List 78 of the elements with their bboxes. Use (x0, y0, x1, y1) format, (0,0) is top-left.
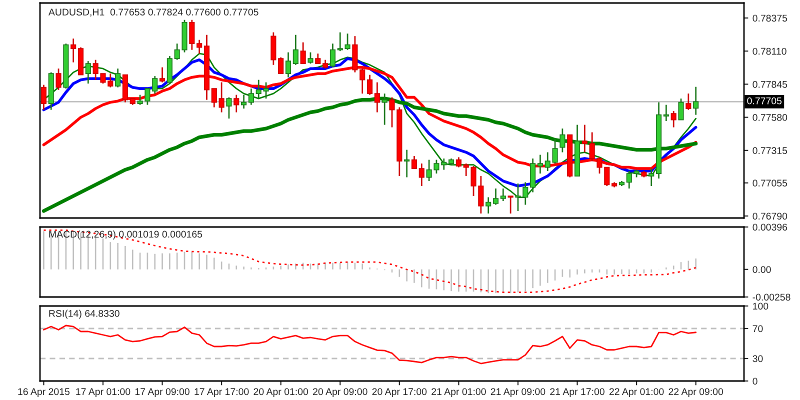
candlestick (686, 92, 692, 111)
line-series (43, 324, 697, 364)
candlestick (648, 168, 654, 187)
x-tick-label: 17 Apr 09:00 (135, 388, 190, 398)
y-tick-label: 0.77580 (752, 114, 788, 121)
candlestick (270, 32, 276, 66)
candlestick (196, 39, 202, 54)
candlestick (560, 128, 566, 153)
x-tick-label: 20 Apr 01:00 (254, 388, 308, 398)
candlestick (418, 162, 424, 187)
candlestick (40, 84, 46, 111)
candlestick (530, 158, 536, 193)
candlestick (70, 38, 76, 64)
candlestick (508, 195, 514, 214)
chart-title: RSI(14) 64.8330 (49, 310, 120, 319)
candlestick (241, 94, 247, 110)
candlestick (582, 124, 588, 153)
x-tick-label: 16 Apr 2015 (18, 388, 70, 398)
candlestick (278, 56, 284, 74)
candlestick (115, 68, 121, 88)
y-tick-label: 0.77055 (752, 180, 788, 187)
x-tick-label: 17 Apr 01:00 (76, 388, 130, 398)
y-tick-label: 0 (752, 378, 758, 385)
candlestick (248, 88, 254, 106)
y-tick-label: 0.78110 (752, 48, 786, 55)
line-series (43, 230, 697, 293)
candlestick (626, 170, 632, 190)
x-tick-label: 21 Apr 09:00 (490, 388, 546, 398)
candlestick (382, 92, 388, 126)
candlestick (404, 149, 410, 178)
candlestick (218, 82, 224, 114)
candlestick (226, 96, 232, 120)
candlestick (500, 188, 506, 202)
candlestick (486, 196, 492, 214)
candlestick (366, 74, 373, 96)
candlestick (492, 188, 499, 206)
candlestick (374, 82, 380, 114)
y-tick-label: 100 (753, 302, 768, 310)
y-tick-label: 0.00396 (752, 224, 788, 231)
candlestick (537, 154, 543, 174)
y-tick-label: 0.78375 (752, 14, 788, 22)
x-tick-label: 21 Apr 17:00 (550, 388, 604, 398)
x-tick-label: 20 Apr 17:00 (372, 388, 427, 398)
y-tick-label: 30 (752, 355, 763, 362)
chart-title: AUDUSD,H1 0.77653 0.77824 0.77600 0.77705 (48, 8, 258, 17)
x-tick-label: 17 Apr 17:00 (194, 388, 249, 398)
candlestick (166, 55, 172, 84)
ref-line-label: 0.77705 (747, 97, 782, 104)
candlestick (189, 19, 195, 51)
candlestick (308, 52, 314, 64)
y-tick-label: 0.77315 (752, 147, 788, 154)
x-tick-label: 21 Apr 01:00 (432, 388, 486, 398)
candlestick (670, 110, 676, 128)
candlestick (211, 88, 217, 108)
x-tick-label: 22 Apr 09:00 (668, 388, 724, 398)
x-tick-label: 20 Apr 09:00 (313, 388, 368, 398)
candlestick (285, 52, 292, 78)
y-tick-label: 0.00 (752, 266, 771, 274)
candlestick (56, 68, 62, 91)
y-tick-label: 0.76790 (752, 212, 788, 220)
candlestick (411, 155, 418, 170)
candlestick (234, 94, 240, 114)
candlestick (456, 156, 462, 168)
candlestick (152, 75, 158, 94)
x-tick-label: 22 Apr 01:00 (609, 388, 664, 398)
candlestick (300, 42, 306, 64)
candlestick (330, 42, 336, 68)
candlestick (85, 60, 91, 84)
candlestick (663, 104, 669, 122)
y-tick-label: 0.77845 (752, 80, 788, 88)
candlestick (315, 52, 321, 64)
chart-title: MACD(12,26,9) 0.001019 0.000165 (49, 230, 202, 240)
candlestick (693, 86, 699, 116)
candlestick (159, 66, 166, 84)
candlestick (292, 34, 298, 66)
y-tick-label: 70 (752, 325, 763, 332)
y-tick-label: -0.00258 (752, 294, 790, 301)
candlestick (678, 98, 684, 120)
